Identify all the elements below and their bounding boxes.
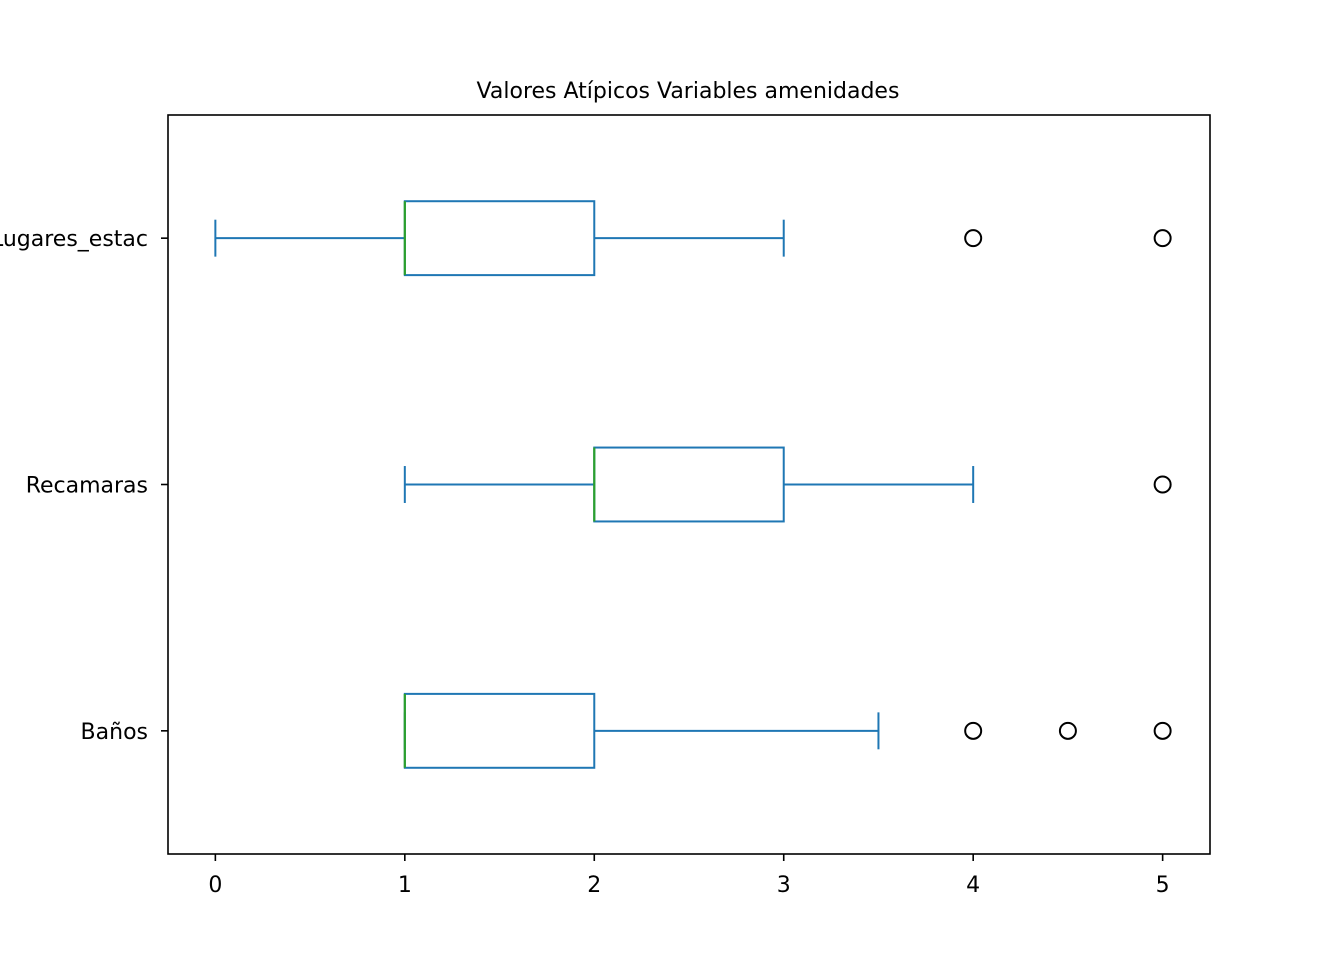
x-tick-label: 4 (966, 873, 980, 898)
iqr-box (593, 446, 785, 523)
iqr-box (403, 692, 596, 769)
y-tick-label: Lugares_estac (0, 227, 148, 252)
outlier-point (1153, 229, 1172, 248)
y-tick-label: Baños (81, 720, 148, 745)
outlier-point (964, 229, 983, 248)
plot-area: Baños Recamaras Lugares_estac 0 1 2 3 4 5 (0, 200, 1172, 898)
y-tick-label: Recamaras (26, 474, 148, 499)
x-tick-label: 1 (398, 873, 412, 898)
plot-frame (167, 114, 1211, 855)
chart-title: Valores Atípicos Variables amenidades (477, 79, 900, 104)
outlier-point (964, 721, 983, 740)
x-tick-label: 5 (1156, 873, 1170, 898)
outlier-point (1058, 721, 1077, 740)
x-tick-label: 3 (777, 873, 791, 898)
outlier-point (1153, 475, 1172, 494)
x-tick-label: 0 (208, 873, 222, 898)
iqr-box (403, 200, 596, 277)
x-tick-label: 2 (587, 873, 601, 898)
outlier-point (1153, 721, 1172, 740)
